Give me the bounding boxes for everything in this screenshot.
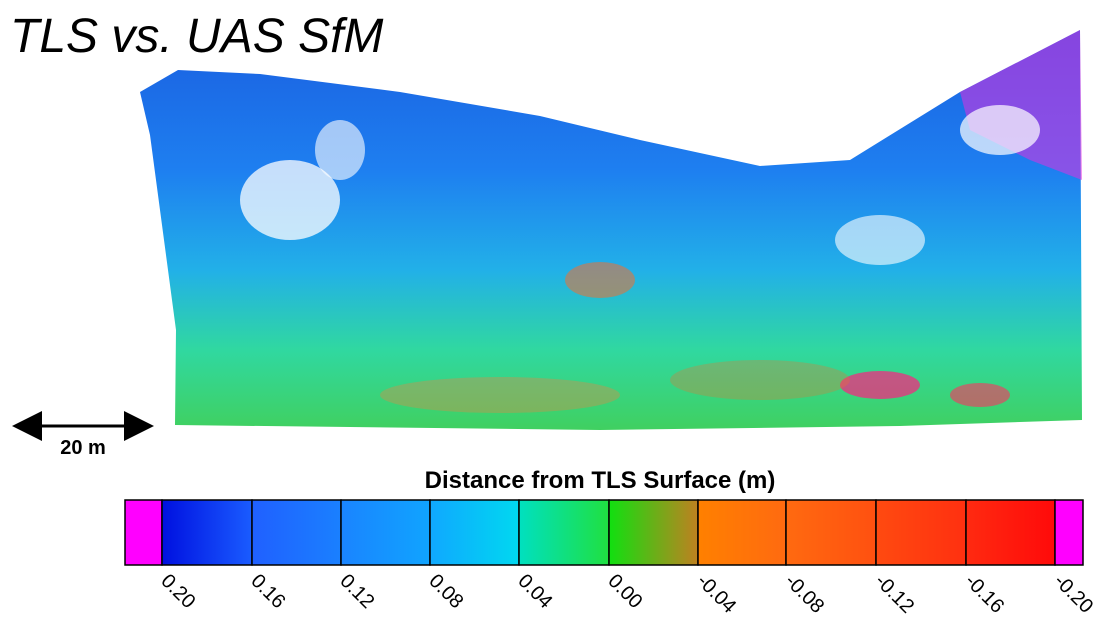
tick-label: -0.12 [870, 570, 918, 618]
title: TLS vs. UAS SfM [10, 10, 383, 63]
tick-label: -0.16 [960, 570, 1008, 618]
tick-label: 0.04 [513, 570, 556, 613]
colorbar-title: Distance from TLS Surface (m) [425, 467, 776, 494]
tick-label: -0.04 [692, 570, 740, 618]
tick-label: 0.08 [424, 570, 467, 613]
figure: TLS vs. UAS SfM 20 m Distance from TLS S… [0, 0, 1107, 626]
tick-label: 0.20 [156, 570, 199, 613]
tick-label: 0.12 [335, 570, 378, 613]
scale-label: 20 m [60, 437, 106, 459]
tick-label: 0.16 [246, 570, 289, 613]
point-cloud [140, 30, 1082, 430]
tick-label: -0.20 [1049, 570, 1097, 618]
tick-label: -0.08 [780, 570, 828, 618]
tick-label: 0.00 [603, 570, 646, 613]
colorbar [125, 500, 1083, 565]
